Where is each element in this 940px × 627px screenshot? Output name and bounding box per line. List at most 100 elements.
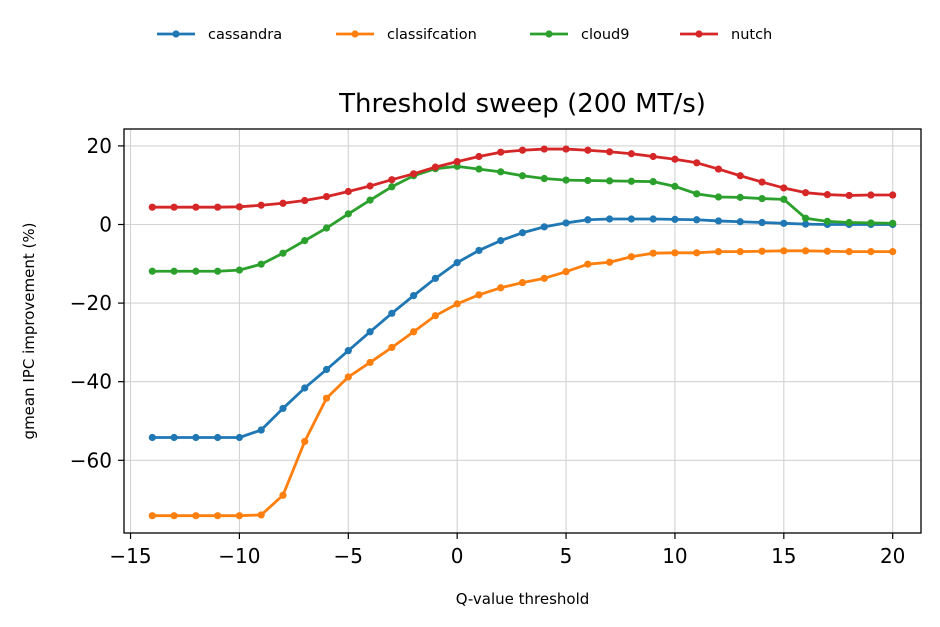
data-point [475,291,483,299]
data-point [889,248,897,256]
data-point [214,267,222,275]
data-point [410,170,418,178]
data-point [627,253,635,261]
data-point [606,258,614,266]
legend-label: cloud9 [581,27,630,43]
y-tick-label: −40 [70,370,112,394]
data-point [257,260,265,268]
data-point [518,172,527,180]
data-point [671,215,679,223]
data-point [649,215,657,223]
data-point [540,174,548,183]
data-point [584,216,592,224]
data-point [823,217,831,225]
data-point [584,260,592,268]
data-point [366,196,374,204]
data-point [627,177,635,185]
data-point [214,512,222,520]
y-tick-label: −20 [70,291,112,315]
data-point [475,246,483,255]
data-point [518,146,527,154]
y-tick-label: −60 [70,448,112,472]
y-axis-label: gmean IPC improvement (%) [20,223,38,440]
data-point [366,182,374,190]
data-point [562,219,570,227]
data-point [410,292,418,300]
data-point [867,219,875,227]
data-point [649,152,657,161]
data-point [497,148,505,156]
data-point [344,347,352,355]
data-point [214,433,222,442]
data-point [257,511,265,519]
data-point [235,266,244,274]
data-point [736,193,744,201]
x-tick-label: 5 [560,544,573,568]
data-point [693,249,701,257]
data-point [192,512,200,520]
data-point [758,194,766,203]
data-point [170,433,178,442]
data-point [192,433,200,442]
data-point [148,203,156,211]
data-point [322,365,331,374]
data-point [344,210,352,218]
data-point [235,433,244,442]
data-point [627,215,635,223]
data-point [148,433,156,442]
data-point [279,404,287,413]
x-tick-label: −15 [109,544,151,568]
data-point [889,191,897,199]
data-point [214,203,222,211]
data-point [453,158,461,166]
data-point [736,172,744,180]
data-point [475,152,483,161]
data-point [322,394,331,402]
data-point [475,165,483,173]
data-point [170,512,178,520]
data-point [497,284,505,292]
data-point [192,203,200,211]
legend-marker [545,30,553,38]
chart-title: Threshold sweep (200 MT/s) [338,89,706,119]
series-nutch [148,145,897,211]
legend-entry-nutch: nutch [680,27,772,43]
legend-label: cassandra [208,27,282,43]
data-point [410,328,418,336]
data-point [889,219,897,227]
data-point [801,214,810,222]
data-point [301,237,309,245]
data-point [279,249,287,257]
data-point [366,358,374,367]
data-point [540,274,548,282]
data-point [736,248,744,256]
legend-entry-classifcation: classifcation [336,27,477,43]
data-point [845,248,853,256]
data-point [714,248,723,256]
data-point [649,178,657,186]
series-classifcation [148,247,897,520]
data-point [649,249,657,257]
data-point [322,224,331,232]
data-point [453,259,461,267]
data-point [388,309,396,317]
x-tick-label: −5 [334,544,363,568]
data-point [606,148,614,156]
data-point [627,150,635,158]
data-point [780,195,788,203]
data-point [279,491,287,499]
data-point [366,328,374,336]
data-point [801,220,810,228]
data-point [170,203,178,211]
data-point [714,217,723,225]
data-point [148,267,156,275]
y-tick-label: 0 [99,212,112,236]
data-point [301,384,309,392]
data-point [584,176,592,185]
data-point [279,199,287,207]
data-point [693,159,701,167]
data-point [714,193,723,201]
plot-frame [123,128,922,534]
data-point [671,182,679,190]
x-axis-label: Q-value threshold [456,590,590,608]
